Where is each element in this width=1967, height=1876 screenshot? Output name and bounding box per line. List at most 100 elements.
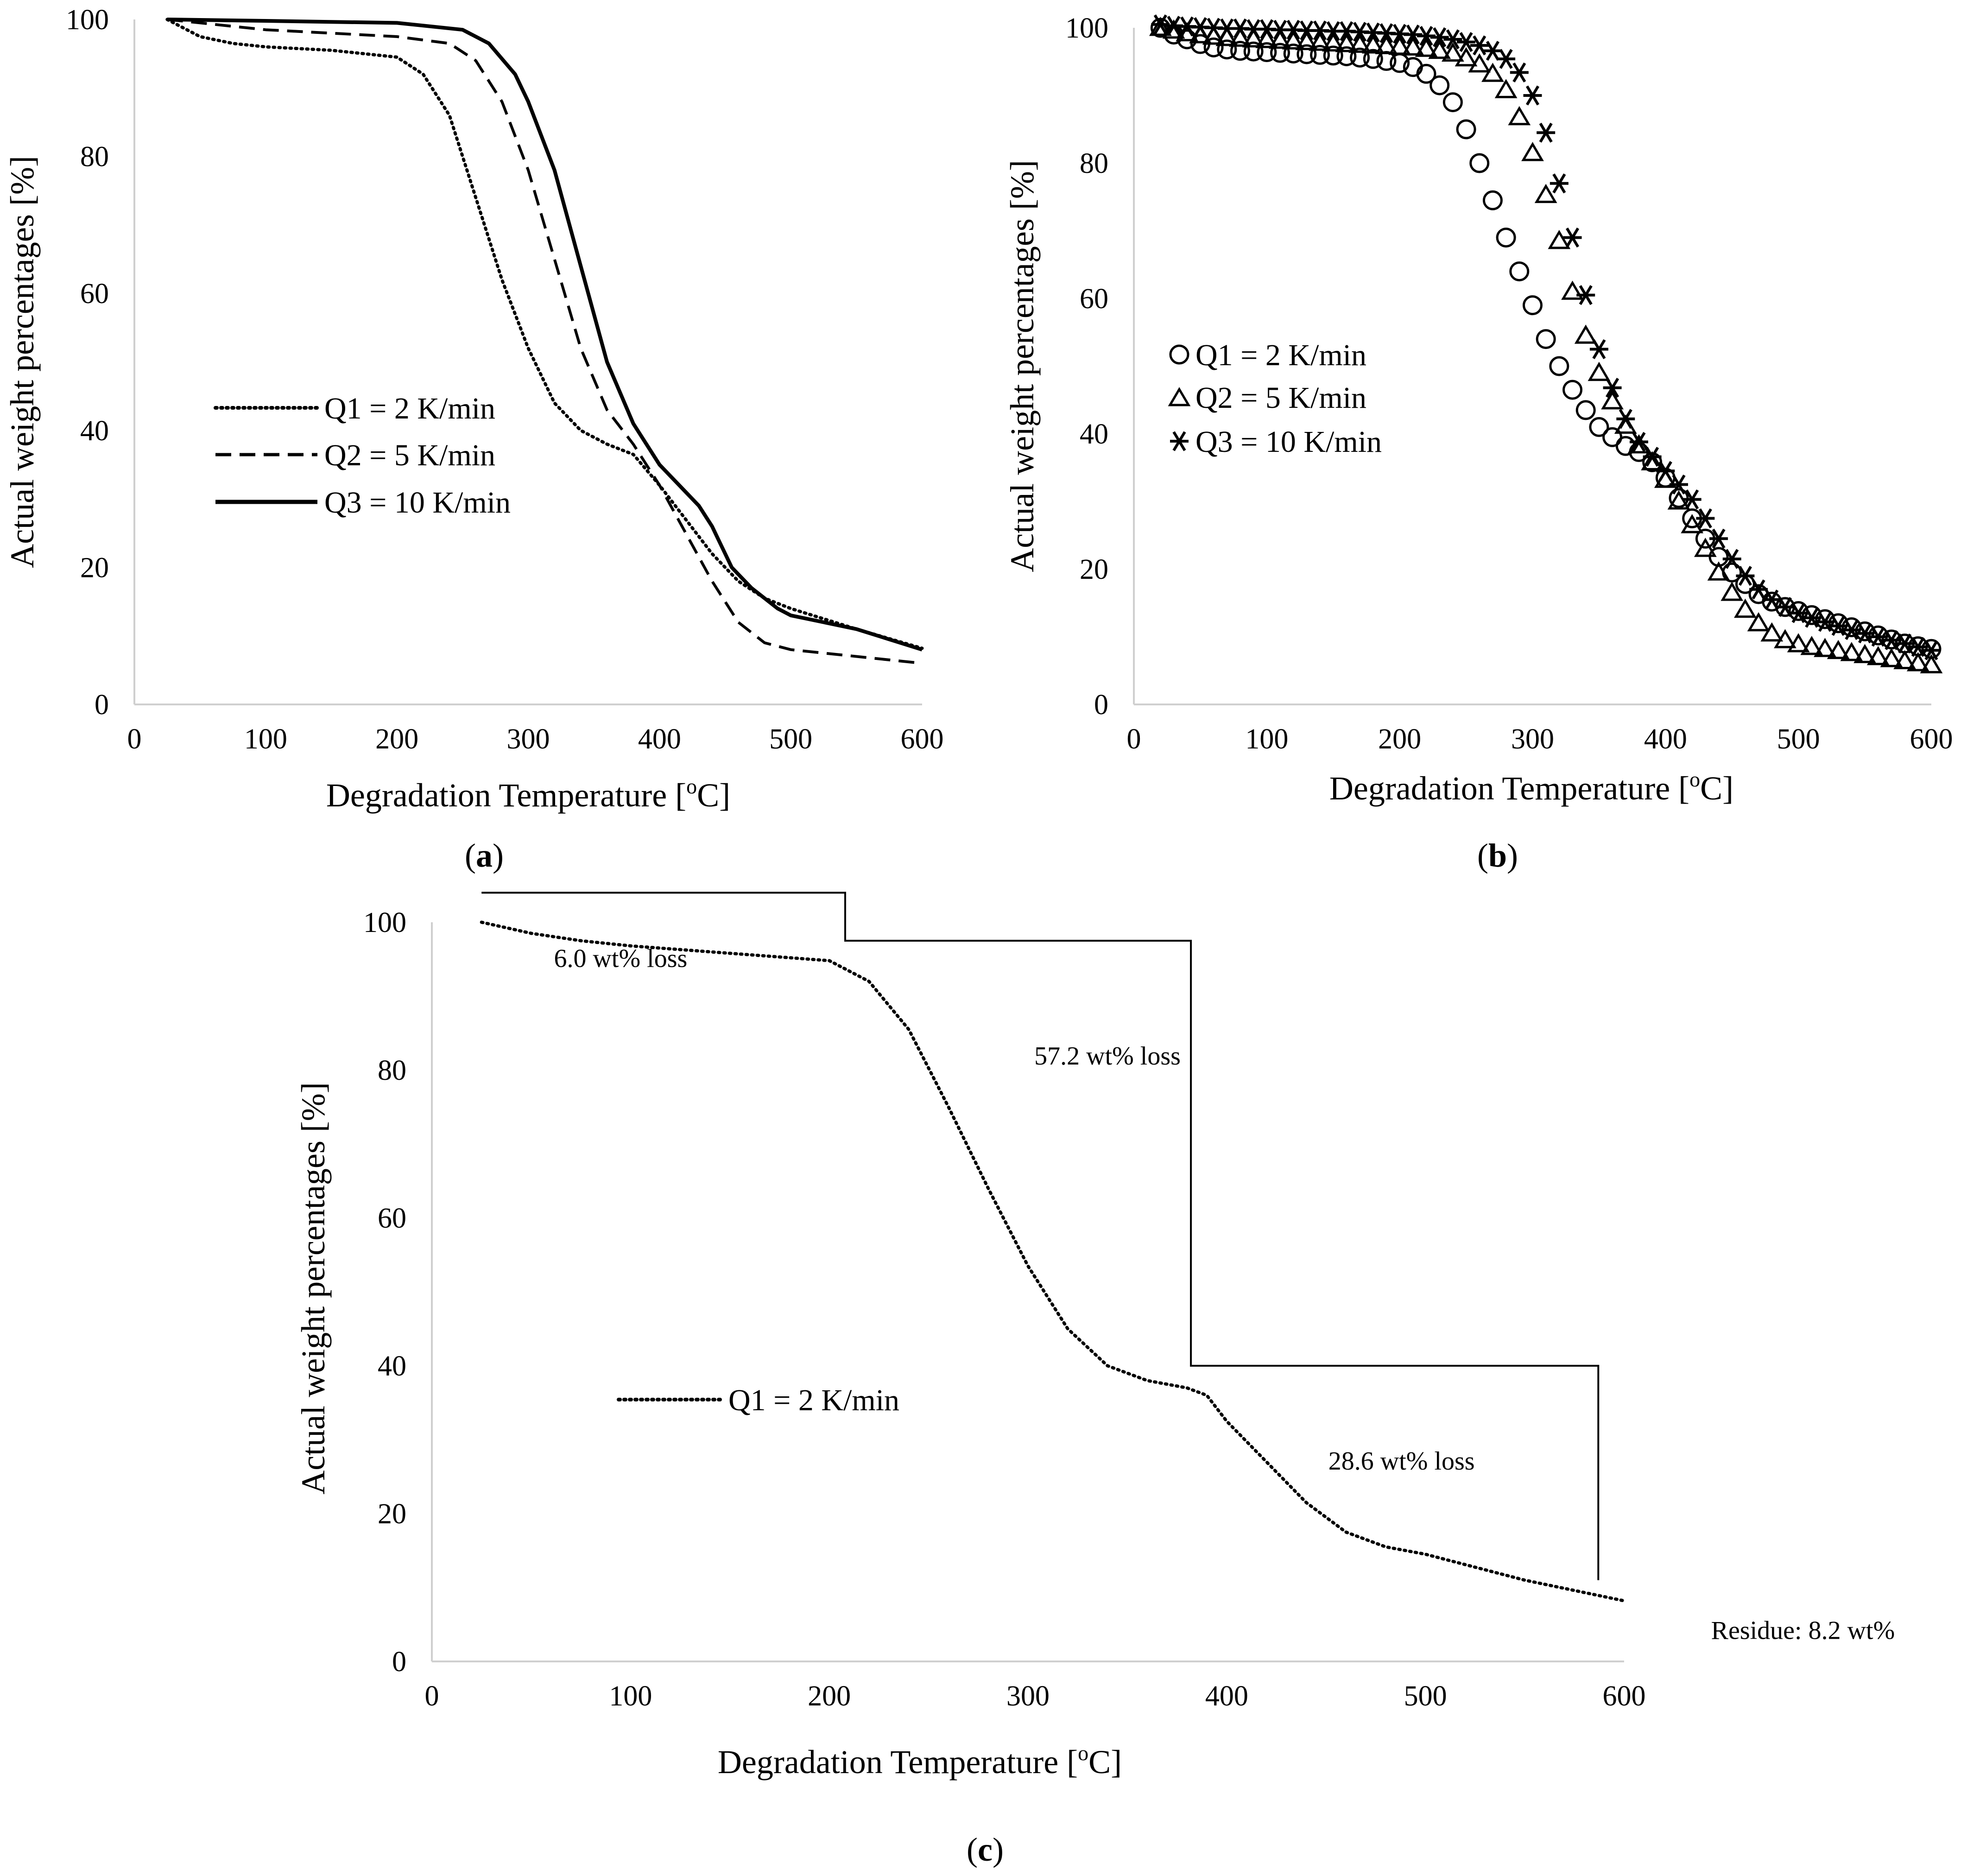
y-tick-labels: 0 20 40 60 80 100: [66, 4, 109, 721]
marker-triangle: [1322, 32, 1345, 52]
panel-caption-b: (b): [1477, 837, 1518, 874]
y-tick-label: 20: [80, 552, 109, 583]
x-axis-label: Degradation Temperature [oC]: [326, 774, 730, 814]
panel-caption-a: (a): [465, 837, 504, 874]
marker-asterisk: [1895, 634, 1914, 654]
marker-triangle: [1840, 642, 1863, 661]
step-polyline: [481, 892, 1600, 1580]
marker-triangle: [1375, 35, 1398, 54]
marker-triangle: [1588, 361, 1611, 381]
x-tick-labels: 0 100 200 300 400 500 600: [1127, 723, 1953, 755]
y-tick-label: 40: [378, 1350, 406, 1382]
legend-marker-circle: [1169, 344, 1189, 365]
marker-circle: [1496, 228, 1516, 248]
legend-label-q1: Q1 = 2 K/min: [1195, 338, 1366, 372]
y-tick-label: 40: [1080, 418, 1108, 450]
marker-circle: [1257, 42, 1277, 63]
annotation-label: Residue: 8.2 wt%: [1711, 1616, 1895, 1645]
x-tick-label: 300: [1006, 1680, 1050, 1712]
x-tick-label: 600: [901, 723, 944, 755]
marker-triangle: [1747, 612, 1770, 632]
marker-triangle: [1162, 19, 1185, 39]
marker-triangle: [1534, 184, 1557, 203]
x-tick-label: 600: [1603, 1680, 1646, 1712]
marker-asterisk: [1749, 579, 1768, 600]
legend: Q1 = 2 K/min Q2 = 5 K/min Q3 = 10 K/min: [214, 392, 511, 520]
marker-circle: [1442, 92, 1463, 113]
marker-asterisk: [1576, 285, 1595, 305]
marker-asterisk: [1629, 431, 1648, 452]
marker-triangle: [1428, 39, 1451, 59]
legend-label-q1: Q1 = 2 K/min: [324, 392, 495, 425]
x-tick-label: 200: [808, 1680, 851, 1712]
series-lines: [165, 18, 924, 665]
marker-triangle: [1255, 29, 1278, 48]
x-tick-label: 100: [1245, 723, 1288, 755]
marker-asterisk: [1842, 620, 1861, 640]
marker-circle: [1336, 46, 1357, 66]
marker-asterisk: [1603, 378, 1622, 398]
marker-asterisk: [1909, 637, 1928, 657]
marker-triangle: [1335, 33, 1358, 52]
marker-triangle: [1269, 29, 1291, 49]
y-axis-label: Actual weight percentages [%]: [1004, 160, 1041, 572]
marker-triangle: [1906, 652, 1929, 672]
y-tick-label: 60: [80, 278, 109, 310]
legend-label-q1: Q1 = 2 K/min: [728, 1383, 899, 1417]
marker-asterisk: [1550, 173, 1569, 194]
x-axis-label: Degradation Temperature [oC]: [718, 1741, 1122, 1781]
marker-triangle: [1388, 35, 1411, 55]
marker-circle: [1456, 119, 1476, 139]
y-tick-label: 20: [1080, 554, 1108, 585]
marker-circle: [1509, 261, 1530, 282]
x-axis-label: Degradation Temperature [oC]: [1329, 767, 1733, 807]
marker-circle: [1549, 356, 1569, 376]
marker-triangle: [1627, 434, 1651, 454]
marker-triangle: [1866, 646, 1890, 665]
series-markers: [1149, 14, 1943, 673]
marker-triangle: [1880, 648, 1903, 667]
marker-triangle: [1774, 629, 1796, 648]
marker-circle: [1589, 417, 1609, 437]
annotation-label: 28.6 wt% loss: [1328, 1447, 1475, 1476]
x-tick-label: 0: [127, 723, 142, 755]
marker-triangle: [1853, 644, 1876, 663]
marker-asterisk: [1762, 589, 1781, 610]
marker-triangle: [1361, 34, 1385, 54]
x-tick-label: 100: [244, 723, 287, 755]
legend: Q1 = 2 K/min: [617, 1383, 899, 1417]
marker-asterisk: [1497, 49, 1516, 69]
marker-triangle: [1348, 33, 1371, 53]
marker-asterisk: [1616, 409, 1635, 429]
annotations: 6.0 wt% loss 57.2 wt% loss 28.6 wt% loss Re…: [554, 944, 1895, 1645]
x-tick-label: 400: [638, 723, 681, 755]
marker-triangle: [1800, 635, 1823, 655]
y-tick-label: 80: [378, 1055, 406, 1086]
marker-asterisk: [1696, 508, 1715, 529]
marker-asterisk: [1869, 627, 1888, 647]
marker-triangle: [1401, 36, 1424, 56]
marker-triangle: [1920, 654, 1943, 673]
marker-circle: [1523, 295, 1543, 316]
marker-triangle: [1681, 514, 1704, 533]
marker-circle: [1230, 41, 1250, 61]
y-tick-label: 20: [378, 1498, 406, 1530]
y-axis-label: Actual weight percentages [%]: [4, 156, 41, 568]
marker-circle: [1429, 75, 1450, 95]
marker-triangle: [1442, 42, 1464, 62]
marker-circle: [1350, 47, 1370, 68]
series-line-q1: [480, 920, 1626, 1603]
marker-asterisk: [1430, 27, 1449, 47]
marker-triangle: [1720, 582, 1744, 601]
annotation-label: 57.2 wt% loss: [1034, 1042, 1181, 1071]
marker-circle: [1297, 44, 1317, 64]
marker-circle: [1283, 43, 1303, 63]
y-tick-label: 80: [1080, 148, 1108, 179]
y-tick-labels: 0 20 40 60 80 100: [363, 907, 406, 1678]
marker-circle: [1203, 37, 1224, 57]
x-tick-label: 100: [609, 1680, 652, 1712]
series-markers-q3: [1151, 14, 1941, 660]
y-axis-label: Actual weight percentages [%]: [295, 1082, 332, 1495]
y-tick-label: 0: [392, 1646, 406, 1678]
